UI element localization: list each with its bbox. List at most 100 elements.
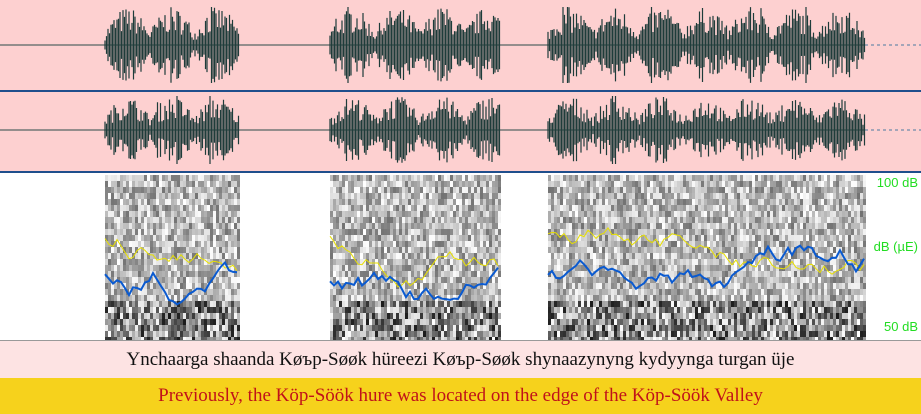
spectrogram-cell [689,331,692,337]
spectrogram-cell [599,199,602,205]
spectrogram-cell [743,223,746,229]
spectrogram-cell [665,295,668,301]
spectrogram-cell [563,301,566,307]
spectrogram-cell [665,313,668,319]
spectrogram-cell [575,271,578,277]
spectrogram-cell [581,199,584,205]
spectrogram-cell [198,277,201,283]
spectrogram-cell [165,241,168,247]
spectrogram-cell [605,319,608,325]
spectrogram-cell [722,301,725,307]
spectrogram-cell [477,325,480,331]
spectrogram-cell [629,223,632,229]
spectrogram-cell [426,217,429,223]
spectrogram-cell [572,301,575,307]
spectrogram-cell [620,265,623,271]
spectrogram-cell [578,253,581,259]
spectrogram-cell [156,223,159,229]
spectrogram-cell [575,277,578,283]
spectrogram-cell [650,223,653,229]
spectrogram-cell [752,313,755,319]
spectrogram-cell [477,211,480,217]
spectrogram-cell [150,217,153,223]
spectrogram-cell [408,259,411,265]
spectrogram-cell [710,211,713,217]
spectrogram-cell [749,271,752,277]
spectrogram-cell [420,283,423,289]
spectrogram-cell [450,193,453,199]
spectrogram-cell [548,289,551,295]
spectrogram-cell [105,259,108,265]
spectrogram-cell [369,187,372,193]
spectrogram-cell [147,259,150,265]
spectrogram-cell [728,199,731,205]
spectrogram-cell [632,319,635,325]
spectrogram-cell [656,223,659,229]
spectrogram-cell [548,325,551,331]
spectrogram-cell [219,277,222,283]
spectrogram-cell [650,313,653,319]
spectrogram-cell [486,187,489,193]
spectrogram-cell [695,259,698,265]
spectrogram-cell [330,259,333,265]
spectrogram-cell [351,217,354,223]
spectrogram-cell [444,259,447,265]
spectrogram-cell [414,235,417,241]
spectrogram-cell [617,283,620,289]
spectrogram-cell [138,319,141,325]
spectrogram-cell [599,187,602,193]
spectrogram-cell [129,223,132,229]
spectrogram-cell [758,325,761,331]
spectrogram-cell [668,205,671,211]
spectrogram-cell [108,175,111,181]
spectrogram-cell [408,331,411,337]
spectrogram-cell [680,205,683,211]
spectrogram-cell [201,319,204,325]
spectrogram-cell [465,181,468,187]
spectrogram-cell [108,235,111,241]
spectrogram-cell [333,295,336,301]
spectrogram-cell [459,193,462,199]
spectrogram-cell [462,193,465,199]
spectrogram-cell [486,241,489,247]
spectrogram-cell [183,283,186,289]
spectrogram-cell [438,199,441,205]
spectrogram-cell [483,175,486,181]
spectrogram-cell [396,205,399,211]
spectrogram-cell [234,175,237,181]
spectrogram-cell [641,307,644,313]
spectrogram-cell [234,181,237,187]
spectrogram-cell [204,187,207,193]
spectrogram-cell [441,223,444,229]
spectrogram-cell [659,193,662,199]
spectrogram-cell [722,319,725,325]
spectrogram-cell [755,277,758,283]
spectrogram-cell [644,289,647,295]
spectrogram-cell [120,271,123,277]
spectrogram-cell [695,295,698,301]
spectrogram-cell [228,235,231,241]
spectrogram-cell [378,301,381,307]
spectrogram-cell [773,199,776,205]
spectrogram-cell [704,265,707,271]
spectrogram-cell [111,217,114,223]
spectrogram-cell [590,259,593,265]
spectrogram-cell [650,199,653,205]
spectrogram-cell [333,259,336,265]
spectrogram-cell [722,265,725,271]
spectrogram-cell [731,175,734,181]
spectrogram-cell [611,199,614,205]
spectrogram-cell [611,181,614,187]
spectrogram-cell [387,313,390,319]
spectrogram-cell [689,199,692,205]
spectrogram-cell [489,181,492,187]
spectrogram-cell [740,187,743,193]
spectrogram-cell [716,217,719,223]
spectrogram-cell [602,175,605,181]
spectrogram-cell [611,319,614,325]
spectrogram-cell [420,253,423,259]
spectrogram-cell [114,325,117,331]
spectrogram-cell [225,295,228,301]
spectrogram-cell [177,205,180,211]
spectrogram-cell [713,241,716,247]
